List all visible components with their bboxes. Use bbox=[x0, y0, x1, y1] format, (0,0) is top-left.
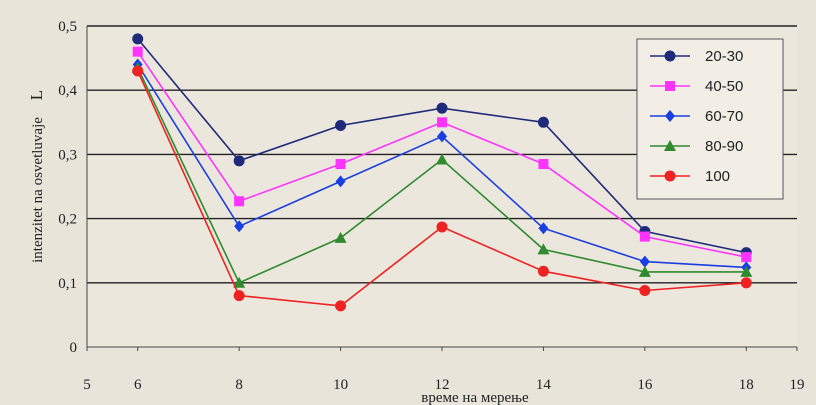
y-tick-label: 0,5 bbox=[58, 19, 77, 35]
data-point bbox=[639, 285, 651, 297]
series-40-50 bbox=[132, 46, 752, 263]
x-tick-label: 6 bbox=[134, 377, 142, 393]
data-point bbox=[234, 196, 245, 207]
x-tick-label: 5 bbox=[83, 377, 91, 393]
data-point bbox=[740, 265, 753, 277]
data-point bbox=[436, 153, 448, 165]
series-100 bbox=[132, 65, 752, 312]
data-point bbox=[437, 117, 447, 128]
y-tick-label: 0,3 bbox=[58, 147, 77, 163]
data-point bbox=[639, 231, 650, 242]
x-tick-label: 16 bbox=[637, 377, 653, 393]
legend-entry: 100 bbox=[650, 168, 730, 185]
data-point bbox=[335, 300, 347, 312]
data-point bbox=[132, 46, 143, 57]
data-point bbox=[233, 155, 245, 167]
y-axis-symbol: L bbox=[27, 90, 46, 100]
legend-label: 80-90 bbox=[705, 138, 743, 155]
legend-label: 100 bbox=[705, 168, 730, 185]
data-point bbox=[335, 159, 346, 170]
data-point bbox=[741, 252, 752, 263]
y-axis-title: intenzitet na osvetluvaje bbox=[30, 117, 46, 263]
legend: 20-30 40-50 60-70 80-90 100 bbox=[636, 38, 784, 200]
data-point bbox=[638, 265, 651, 277]
x-tick-label: 19 bbox=[790, 377, 805, 393]
data-point bbox=[537, 265, 549, 277]
legend-label: 20-30 bbox=[705, 48, 743, 65]
x-axis-title: време на мерење bbox=[421, 390, 529, 405]
data-point bbox=[436, 221, 448, 233]
data-point bbox=[437, 130, 447, 143]
y-tick-label: 0 bbox=[70, 340, 78, 356]
data-point bbox=[233, 276, 246, 288]
data-point bbox=[639, 255, 650, 268]
y-tick-label: 0,1 bbox=[58, 276, 77, 292]
y-tick-label: 0,2 bbox=[58, 212, 77, 228]
legend-marker bbox=[664, 170, 676, 182]
data-point bbox=[538, 222, 549, 235]
legend-entry: 60-70 bbox=[650, 108, 743, 125]
data-point bbox=[233, 290, 245, 302]
data-point bbox=[538, 159, 549, 170]
tick-labels: 0 0,1 0,2 0,3 0,4 0,5 5 6 8 10 12 14 16 18 19 bbox=[58, 19, 804, 393]
legend-label: 40-50 bbox=[705, 78, 743, 95]
legend-entry: 20-30 bbox=[650, 48, 743, 65]
x-tick-label: 10 bbox=[333, 377, 348, 393]
legend-entry: 80-90 bbox=[650, 138, 743, 155]
legend-box bbox=[636, 38, 784, 200]
legend-marker bbox=[665, 81, 675, 91]
y-axis-symbol-group: L bbox=[27, 90, 46, 100]
data-point bbox=[537, 243, 550, 255]
legend-marker bbox=[664, 140, 676, 151]
x-tick-label: 18 bbox=[739, 377, 754, 393]
x-tick-label: 12 bbox=[435, 377, 450, 393]
data-point bbox=[335, 175, 346, 188]
y-axis-title-group: intenzitet na osvetluvaje bbox=[30, 117, 46, 263]
y-tick-label: 0,4 bbox=[58, 83, 77, 99]
legend-marker bbox=[665, 110, 675, 122]
data-point bbox=[740, 277, 752, 289]
data-point bbox=[132, 65, 144, 77]
data-point bbox=[335, 120, 347, 132]
data-point bbox=[334, 231, 347, 243]
series-group bbox=[131, 33, 753, 312]
x-tick-label: 8 bbox=[235, 377, 243, 393]
data-point bbox=[234, 220, 245, 233]
legend-marker bbox=[664, 50, 676, 62]
legend-label: 60-70 bbox=[705, 108, 743, 125]
data-point bbox=[132, 33, 144, 45]
series-60-70 bbox=[132, 58, 752, 274]
data-point bbox=[436, 102, 448, 114]
x-tick-label: 14 bbox=[536, 377, 552, 393]
data-point bbox=[537, 116, 549, 128]
legend-entry: 40-50 bbox=[650, 78, 743, 95]
